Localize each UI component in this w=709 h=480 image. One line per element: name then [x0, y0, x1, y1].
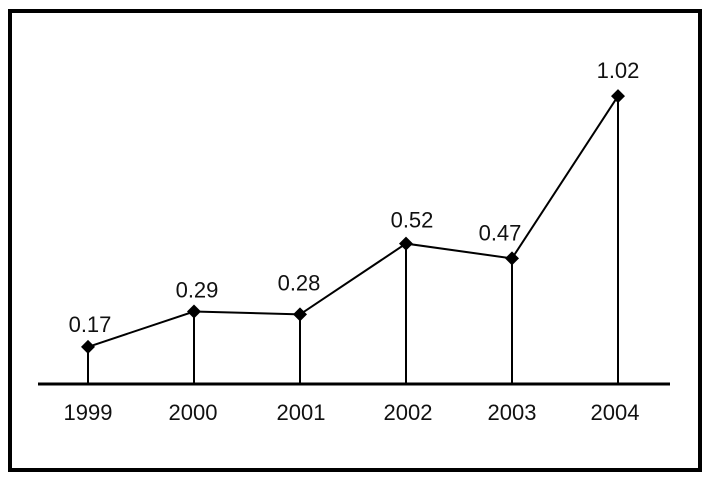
series-line — [87, 95, 619, 348]
data-point-marker — [505, 251, 519, 266]
x-tick-label: 2001 — [277, 400, 326, 425]
x-tick-label: 2002 — [384, 400, 433, 425]
chart-frame-border — [8, 9, 702, 472]
value-label: 0.29 — [176, 278, 219, 303]
value-label: 0.52 — [391, 208, 434, 233]
data-point-marker — [187, 304, 201, 319]
value-label: 0.47 — [479, 220, 522, 245]
data-point-marker — [611, 89, 625, 104]
value-label: 0.28 — [278, 270, 321, 295]
value-label: 0.17 — [69, 312, 112, 337]
x-tick-label: 2004 — [591, 400, 640, 425]
data-point-marker — [293, 307, 307, 322]
value-label: 1.02 — [597, 58, 640, 83]
data-point-marker — [399, 236, 413, 251]
x-tick-label: 2000 — [169, 400, 218, 425]
data-point-marker — [81, 339, 95, 354]
x-tick-label: 2003 — [488, 400, 537, 425]
x-tick-label: 1999 — [64, 400, 113, 425]
